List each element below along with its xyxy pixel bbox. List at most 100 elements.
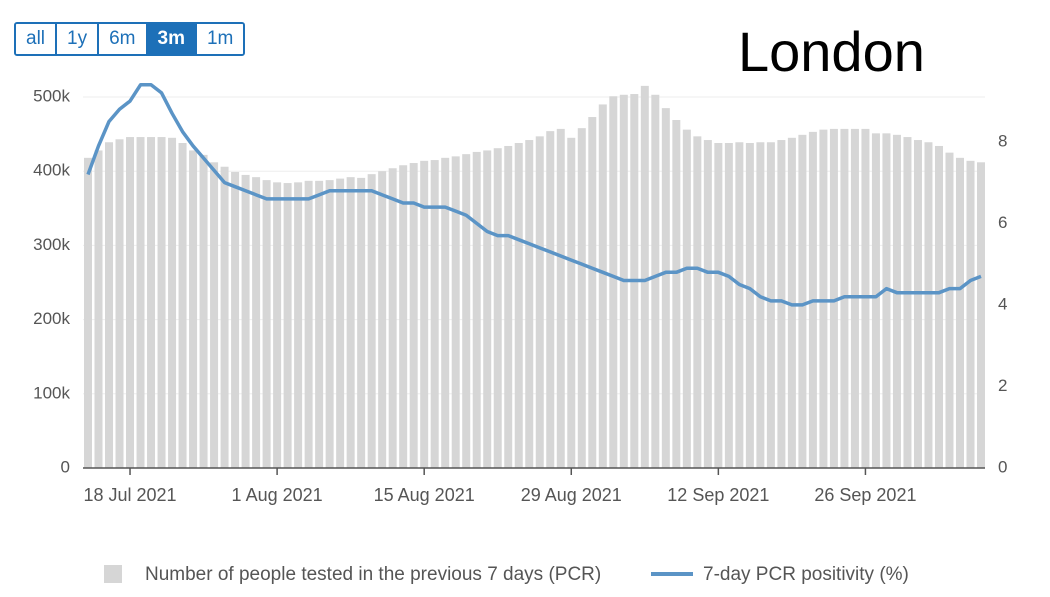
y-tick-label: 200k (33, 309, 70, 328)
x-tick-label: 12 Sep 2021 (667, 485, 769, 505)
bar (189, 150, 198, 468)
bar (672, 120, 681, 468)
bar (105, 142, 114, 468)
bar (766, 142, 775, 468)
bar (819, 129, 828, 468)
bar (934, 145, 943, 469)
bar (913, 140, 922, 468)
bar (724, 143, 733, 468)
bar (977, 162, 985, 468)
x-tick-label: 18 Jul 2021 (83, 485, 176, 505)
bar (325, 180, 334, 468)
bar (231, 171, 240, 468)
bar (283, 183, 292, 468)
bar (693, 136, 702, 469)
chart-title: London (738, 20, 925, 83)
bar (483, 150, 492, 468)
bar (871, 133, 880, 468)
bar (640, 85, 649, 469)
x-tick-label: 1 Aug 2021 (232, 485, 323, 505)
y2-tick-label: 4 (998, 294, 1007, 313)
x-tick-label: 26 Sep 2021 (814, 485, 916, 505)
bar (315, 180, 324, 468)
bar (924, 142, 933, 468)
bar (472, 151, 481, 468)
bar (336, 178, 345, 468)
bar (168, 137, 177, 468)
bar (703, 140, 712, 468)
bar (661, 108, 670, 468)
y-tick-label: 400k (33, 161, 70, 180)
y-tick-label: 0 (61, 457, 70, 476)
y-tick-label: 100k (33, 383, 70, 402)
bar (409, 163, 418, 468)
bar (273, 182, 282, 468)
bar (493, 148, 502, 468)
bar (451, 156, 460, 469)
bar (535, 136, 544, 469)
bar (546, 131, 555, 468)
x-tick-label: 29 Aug 2021 (521, 485, 622, 505)
bar (955, 157, 964, 468)
bar (735, 142, 744, 468)
bar (115, 139, 124, 468)
y-tick-label: 500k (33, 86, 70, 105)
y-tick-label: 300k (33, 235, 70, 254)
bar (388, 168, 397, 468)
range-button[interactable]: 6m (97, 24, 146, 54)
bar (504, 145, 513, 469)
bar (787, 137, 796, 468)
bar (441, 157, 450, 468)
bar (294, 182, 303, 468)
bar (420, 160, 429, 468)
x-tick-label: 15 Aug 2021 (374, 485, 475, 505)
bar (756, 142, 765, 468)
bar (903, 137, 912, 468)
bar (241, 174, 250, 468)
bar (399, 165, 408, 468)
range-button[interactable]: 3m (145, 24, 195, 54)
bar (714, 143, 723, 468)
bar (136, 137, 145, 468)
range-button[interactable]: 1m (194, 24, 244, 54)
bar (378, 171, 387, 468)
range-selector: all 1y 6m 3m 1m (14, 22, 246, 56)
bar (556, 128, 565, 468)
y2-tick-label: 0 (998, 457, 1007, 476)
bar (777, 140, 786, 468)
y2-tick-label: 2 (998, 376, 1007, 395)
bar (462, 154, 471, 468)
bar (588, 117, 597, 468)
bar (882, 133, 891, 468)
bar (357, 177, 366, 469)
bar (682, 129, 691, 468)
bar (346, 177, 355, 469)
bar (84, 157, 92, 468)
bar (598, 104, 607, 469)
bar (252, 177, 261, 469)
range-button[interactable]: all (16, 24, 56, 54)
bar (126, 137, 135, 468)
bar (514, 143, 523, 468)
bar (567, 137, 576, 468)
legend-swatch (104, 565, 122, 583)
bar (178, 143, 187, 468)
bar (945, 152, 954, 468)
bar (829, 128, 838, 468)
bar (966, 160, 975, 468)
bar (577, 128, 586, 468)
line (86, 83, 982, 307)
bar (525, 140, 534, 468)
legend-label: Number of people tested in the previous … (145, 564, 601, 585)
bar (94, 150, 103, 468)
bar (157, 137, 166, 468)
bar (220, 166, 229, 469)
bar (430, 160, 439, 468)
bar (609, 96, 618, 469)
y2-tick-label: 8 (998, 131, 1007, 150)
bar (892, 134, 901, 469)
range-button[interactable]: 1y (55, 24, 98, 54)
y2-tick-label: 6 (998, 213, 1007, 232)
